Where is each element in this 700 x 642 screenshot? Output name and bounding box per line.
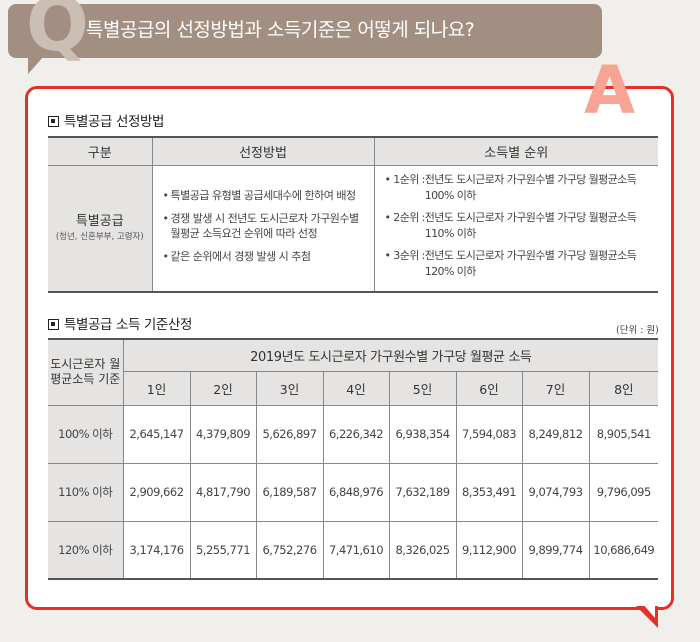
column-header: 7인 <box>521 371 589 406</box>
table-header-row: 구분 선정방법 소득별 순위 <box>48 137 658 166</box>
column-header: 3인 <box>255 371 323 406</box>
table-row: 110% 이하 2,909,662 4,817,790 6,189,587 6,… <box>48 463 659 522</box>
method-item: 특별공급 유형별 공급세대수에 한하여 배정 <box>163 188 368 204</box>
income-cell: 8,249,812 <box>521 405 589 464</box>
header-rank: 소득별 순위 <box>373 137 658 166</box>
income-cell: 10,686,649 <box>588 521 659 579</box>
rank-desc: 전년도 도시근로자 가구원수별 가구당 월평균소득 120% 이하 <box>424 249 637 279</box>
income-cell: 4,817,790 <box>189 463 256 522</box>
rank-desc: 전년도 도시근로자 가구원수별 가구당 월평균소득 110% 이하 <box>424 211 637 241</box>
method-cell: 특별공급 유형별 공급세대수에 한하여 배정 경쟁 발생 시 전년도 도시근로자… <box>151 165 374 292</box>
table-row: 특별공급 (청년, 신혼부부, 고령자) 특별공급 유형별 공급세대수에 한하여… <box>48 165 658 292</box>
income-cell: 7,471,610 <box>322 521 389 579</box>
column-header: 1인 <box>122 371 190 406</box>
span-header: 2019년도 도시근로자 가구원수별 가구당 월평균 소득 <box>122 339 659 372</box>
row-label: 100% 이하 <box>48 405 123 464</box>
row-label: 120% 이하 <box>48 521 123 579</box>
column-header: 6인 <box>455 371 522 406</box>
rank-label: 2순위 : <box>393 211 425 225</box>
rank-item: • 3순위 : 전년도 도시근로자 가구원수별 가구당 월평균소득 120% 이… <box>385 248 655 280</box>
rank-cell: • 1순위 : 전년도 도시근로자 가구원수별 가구당 월평균소득 100% 이… <box>373 165 658 292</box>
income-cell: 6,226,342 <box>322 405 389 464</box>
selection-method-table: 구분 선정방법 소득별 순위 특별공급 (청년, 신혼부부, 고령자) 특별공급… <box>48 136 658 293</box>
column-header: 4인 <box>322 371 389 406</box>
rank-item: • 2순위 : 전년도 도시근로자 가구원수별 가구당 월평균소득 110% 이… <box>385 210 655 242</box>
category-sub: (청년, 신혼부부, 고령자) <box>55 232 144 243</box>
income-cell: 9,112,900 <box>455 521 522 579</box>
answer-bubble-tail-inner <box>642 603 655 618</box>
method-item: 같은 순위에서 경쟁 발생 시 추첨 <box>163 249 368 265</box>
income-cell: 3,174,176 <box>122 521 190 579</box>
column-header: 5인 <box>388 371 456 406</box>
square-bullet-icon <box>48 116 59 127</box>
header-method: 선정방법 <box>151 137 374 166</box>
income-standard-table: 도시근로자 월평균소득 기준 2019년도 도시근로자 가구원수별 가구당 월평… <box>48 338 659 580</box>
income-cell: 4,379,809 <box>189 405 256 464</box>
income-cell: 8,905,541 <box>588 405 659 464</box>
income-cell: 7,632,189 <box>388 463 456 522</box>
table-header-row: 도시근로자 월평균소득 기준 2019년도 도시근로자 가구원수별 가구당 월평… <box>48 339 659 406</box>
income-cell: 2,645,147 <box>122 405 190 464</box>
question-letter: Q <box>26 0 89 68</box>
section-title-text: 특별공급 선정방법 <box>64 114 165 130</box>
table-row: 100% 이하 2,645,147 4,379,809 5,626,897 6,… <box>48 405 659 464</box>
question-text: 특별공급의 선정방법과 소득기준은 어떻게 되나요? <box>86 19 475 41</box>
unit-label: (단위 : 원) <box>616 325 659 336</box>
category-main: 특별공급 <box>75 214 124 230</box>
rank-desc: 전년도 도시근로자 가구원수별 가구당 월평균소득 100% 이하 <box>424 173 637 203</box>
table-header-row: 1인 2인 3인 4인 5인 6인 7인 8인 <box>48 371 659 406</box>
category-cell: 특별공급 (청년, 신혼부부, 고령자) <box>48 165 152 292</box>
income-cell: 6,752,276 <box>255 521 323 579</box>
section-title-selection: 특별공급 선정방법 <box>48 113 164 131</box>
row-header: 도시근로자 월평균소득 기준 <box>48 339 123 406</box>
income-cell: 5,626,897 <box>255 405 323 464</box>
column-header: 2인 <box>189 371 256 406</box>
rank-item: • 1순위 : 전년도 도시근로자 가구원수별 가구당 월평균소득 100% 이… <box>385 172 655 204</box>
income-cell: 9,899,774 <box>521 521 589 579</box>
income-cell: 7,594,083 <box>455 405 522 464</box>
row-label: 110% 이하 <box>48 463 123 522</box>
question-bubble-tail <box>28 56 44 74</box>
header-category: 구분 <box>48 137 152 166</box>
income-cell: 8,326,025 <box>388 521 456 579</box>
income-cell: 9,796,095 <box>588 463 659 522</box>
answer-letter: A <box>584 52 636 129</box>
income-cell: 5,255,771 <box>189 521 256 579</box>
question-banner: Q 특별공급의 선정방법과 소득기준은 어떻게 되나요? <box>8 0 602 62</box>
rank-label: 1순위 : <box>393 173 425 187</box>
income-cell: 6,189,587 <box>255 463 323 522</box>
rank-label: 3순위 : <box>393 249 425 263</box>
income-cell: 9,074,793 <box>521 463 589 522</box>
section-title-text: 특별공급 소득 기준산정 <box>64 317 192 333</box>
income-cell: 6,938,354 <box>388 405 456 464</box>
table-row: 120% 이하 3,174,176 5,255,771 6,752,276 7,… <box>48 521 659 579</box>
square-bullet-icon <box>48 319 59 330</box>
column-header: 8인 <box>588 371 659 406</box>
method-item: 경쟁 발생 시 전년도 도시근로자 가구원수별 월평균 소득요건 순위에 따라 … <box>163 211 368 242</box>
income-cell: 2,909,662 <box>122 463 190 522</box>
income-cell: 6,848,976 <box>322 463 389 522</box>
section-title-income: 특별공급 소득 기준산정 <box>48 316 192 334</box>
income-cell: 8,353,491 <box>455 463 522 522</box>
